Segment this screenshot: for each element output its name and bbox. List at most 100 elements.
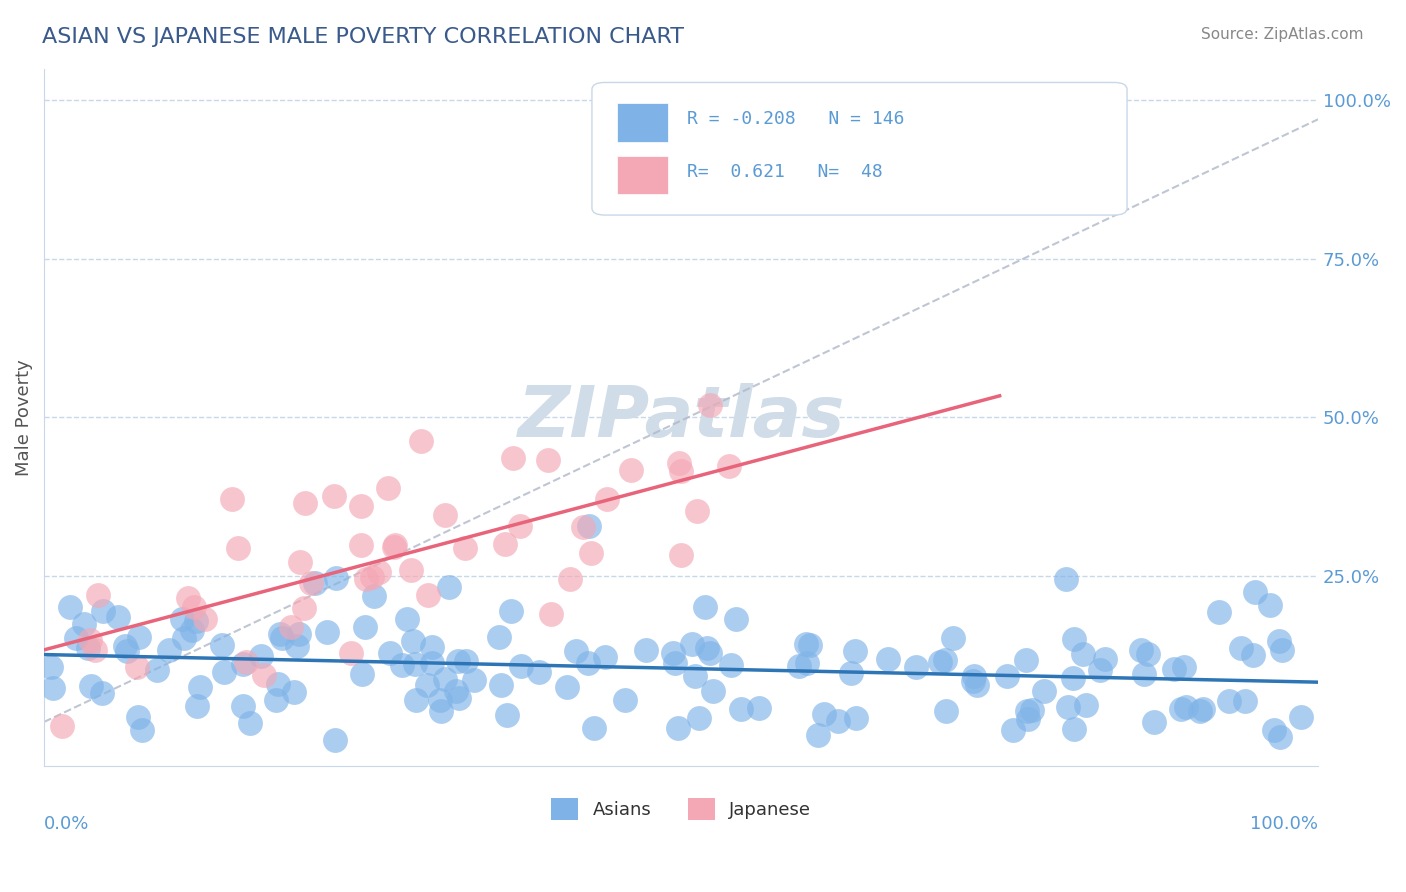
Point bbox=[1088, 663, 1111, 677]
Point bbox=[1170, 702, 1192, 716]
Point bbox=[79, 633, 101, 648]
Legend: Asians, Japanese: Asians, Japanese bbox=[544, 790, 818, 827]
Point bbox=[186, 699, 208, 714]
Point bbox=[176, 591, 198, 606]
Point bbox=[935, 704, 957, 718]
Point bbox=[173, 631, 195, 645]
Text: R=  0.621   N=  48: R= 0.621 N= 48 bbox=[688, 163, 883, 181]
Point bbox=[662, 646, 685, 660]
Point bbox=[1143, 714, 1166, 729]
Point bbox=[299, 576, 322, 591]
Point bbox=[942, 632, 965, 646]
Point bbox=[290, 555, 312, 569]
Point bbox=[720, 657, 742, 672]
Point bbox=[232, 699, 254, 714]
Point bbox=[91, 604, 114, 618]
Point bbox=[221, 491, 243, 506]
Point bbox=[127, 659, 149, 673]
Point bbox=[402, 633, 425, 648]
Text: Source: ZipAtlas.com: Source: ZipAtlas.com bbox=[1201, 27, 1364, 42]
Point bbox=[565, 644, 588, 658]
Point bbox=[323, 733, 346, 747]
Point bbox=[845, 711, 868, 725]
Point bbox=[367, 566, 389, 580]
Point bbox=[447, 690, 470, 705]
Point bbox=[212, 665, 235, 679]
Point bbox=[439, 580, 461, 594]
Point bbox=[146, 663, 169, 677]
Point bbox=[578, 519, 600, 533]
Point bbox=[1062, 671, 1084, 685]
Point bbox=[1136, 647, 1159, 661]
Point bbox=[1063, 722, 1085, 736]
Point bbox=[796, 657, 818, 671]
Point bbox=[681, 637, 703, 651]
Point bbox=[1094, 652, 1116, 666]
Point bbox=[839, 665, 862, 680]
Point bbox=[420, 640, 443, 655]
Point bbox=[510, 659, 533, 673]
Point bbox=[416, 677, 439, 691]
Point bbox=[502, 450, 524, 465]
Point bbox=[232, 657, 254, 671]
Point bbox=[77, 641, 100, 656]
Point bbox=[188, 680, 211, 694]
Point bbox=[1241, 648, 1264, 662]
Point bbox=[620, 463, 643, 477]
Point bbox=[877, 651, 900, 665]
Point bbox=[813, 707, 835, 722]
Point bbox=[170, 612, 193, 626]
Point bbox=[1057, 699, 1080, 714]
Point bbox=[583, 721, 606, 735]
Point bbox=[730, 702, 752, 716]
Point bbox=[799, 638, 821, 652]
Point bbox=[83, 643, 105, 657]
Point bbox=[418, 588, 440, 602]
Point bbox=[579, 546, 602, 560]
Point bbox=[444, 684, 467, 698]
Point bbox=[384, 538, 406, 552]
Point bbox=[292, 600, 315, 615]
Point bbox=[404, 657, 426, 671]
Bar bbox=[617, 156, 668, 194]
Point bbox=[131, 723, 153, 737]
Point bbox=[1033, 684, 1056, 698]
Point bbox=[350, 538, 373, 552]
Point bbox=[316, 625, 339, 640]
Point bbox=[699, 398, 721, 412]
Point bbox=[693, 599, 716, 614]
Point bbox=[1244, 585, 1267, 599]
Point bbox=[496, 708, 519, 723]
Point bbox=[325, 571, 347, 585]
Point bbox=[378, 646, 401, 660]
Point bbox=[183, 599, 205, 614]
Text: ASIAN VS JAPANESE MALE POVERTY CORRELATION CHART: ASIAN VS JAPANESE MALE POVERTY CORRELATI… bbox=[42, 27, 685, 46]
Point bbox=[434, 508, 457, 522]
Point bbox=[685, 503, 707, 517]
Point bbox=[724, 612, 747, 626]
Point bbox=[354, 573, 377, 587]
Point bbox=[405, 693, 427, 707]
Text: R = -0.208   N = 146: R = -0.208 N = 146 bbox=[688, 110, 905, 128]
Point bbox=[558, 572, 581, 586]
Point bbox=[377, 481, 399, 495]
Point bbox=[80, 679, 103, 693]
Point bbox=[688, 711, 710, 725]
Point bbox=[1258, 598, 1281, 612]
Point bbox=[430, 704, 453, 718]
Point bbox=[962, 669, 984, 683]
Point bbox=[360, 570, 382, 584]
Point bbox=[489, 678, 512, 692]
Point bbox=[1268, 730, 1291, 744]
Point bbox=[499, 603, 522, 617]
Point bbox=[90, 686, 112, 700]
Point bbox=[447, 655, 470, 669]
FancyBboxPatch shape bbox=[592, 82, 1128, 215]
Point bbox=[226, 541, 249, 555]
Point bbox=[363, 589, 385, 603]
Point bbox=[1189, 705, 1212, 719]
Point bbox=[555, 681, 578, 695]
Point bbox=[391, 658, 413, 673]
Point bbox=[429, 692, 451, 706]
Point bbox=[127, 710, 149, 724]
